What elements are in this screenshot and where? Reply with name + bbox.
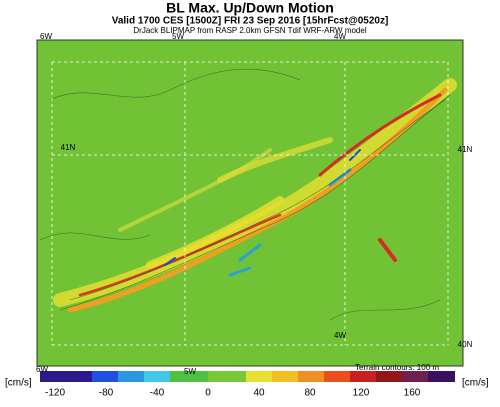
colorbar-tick-label: -120	[45, 388, 65, 399]
grid-label: 6W	[40, 32, 52, 41]
grid-label: 4W	[334, 331, 346, 340]
grid-label: 41N	[458, 145, 473, 154]
grid-label: 41N	[61, 143, 76, 152]
grid-label: 5W	[184, 367, 196, 376]
colorbar-tick-label: -40	[150, 388, 165, 399]
colorbar-tick-label: -80	[99, 388, 114, 399]
colorbar-tick-label: 120	[353, 388, 370, 399]
unit-right: [cm/s]	[462, 378, 489, 389]
colorbar-tick-label: 0	[205, 388, 211, 399]
colorbar-tick-label: 80	[304, 388, 316, 399]
colorbar-tick-label: 40	[253, 388, 265, 399]
colorbar	[40, 371, 455, 382]
source: DrJack BLIPMAP from RASP 2.0km GFSN Tdif…	[133, 26, 366, 35]
colorbar-tick-label: 160	[404, 388, 421, 399]
grid-label: 6W	[36, 365, 48, 374]
grid-label: 4W	[334, 32, 346, 41]
grid-label: 40N	[458, 340, 473, 349]
unit-left: [cm/s]	[5, 378, 32, 389]
valid-time: Valid 1700 CES [1500Z] FRI 23 Sep 2016 […	[112, 16, 389, 27]
map-background	[36, 39, 464, 367]
graticule	[51, 61, 449, 346]
grid-label: 5W	[172, 32, 184, 41]
map-field	[36, 39, 464, 367]
terrain-note: Terrain contours: 100 m	[355, 363, 439, 372]
terrain-contours	[39, 68, 451, 321]
title: BL Max. Up/Down Motion	[166, 0, 334, 16]
